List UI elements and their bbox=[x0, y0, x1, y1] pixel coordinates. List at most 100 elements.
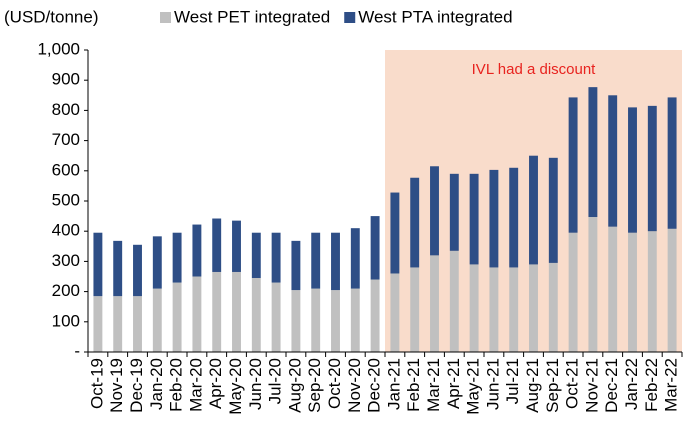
bar-segment bbox=[93, 232, 103, 297]
x-tick-label: Jul-21 bbox=[503, 358, 522, 404]
y-tick-label: 200 bbox=[52, 281, 80, 300]
x-tick-label: Nov-21 bbox=[582, 358, 601, 413]
bar-segment bbox=[489, 267, 499, 352]
bar-segment bbox=[608, 95, 618, 227]
x-tick-label: Mar-21 bbox=[424, 358, 443, 412]
y-tick-label: - bbox=[74, 341, 80, 360]
bar-segment bbox=[350, 288, 360, 352]
x-tick-label: Mar-22 bbox=[662, 358, 681, 412]
y-tick-label: 600 bbox=[52, 160, 80, 179]
bar-segment bbox=[370, 216, 380, 280]
x-tick-label: May-21 bbox=[464, 358, 483, 415]
x-tick-label: Jul-20 bbox=[266, 358, 285, 404]
y-axis-label: (USD/tonne) bbox=[4, 7, 98, 26]
bar-segment bbox=[588, 217, 598, 352]
bar-segment bbox=[152, 236, 162, 289]
y-tick-label: 300 bbox=[52, 251, 80, 270]
bar-segment bbox=[529, 155, 538, 265]
bar-segment bbox=[350, 228, 360, 289]
x-tick-label: Jan-22 bbox=[622, 358, 641, 410]
bar-segment bbox=[311, 232, 321, 289]
bar-segment bbox=[232, 271, 241, 352]
x-tick-label: Oct-21 bbox=[563, 358, 582, 409]
bar-segment bbox=[410, 267, 420, 352]
bar-segment bbox=[548, 262, 558, 352]
bar-segment bbox=[628, 232, 637, 352]
y-tick-label: 800 bbox=[52, 100, 80, 119]
bar-segment bbox=[449, 250, 459, 352]
bar-segment bbox=[430, 255, 439, 352]
bar-segment bbox=[548, 157, 558, 263]
y-tick-label: 100 bbox=[52, 311, 80, 330]
x-tick-label: Feb-22 bbox=[642, 358, 661, 412]
bar-segment bbox=[172, 282, 182, 352]
bar-segment bbox=[469, 264, 479, 352]
x-tick-label: Mar-20 bbox=[186, 358, 205, 412]
bar-segment bbox=[192, 224, 202, 277]
bar-segment bbox=[509, 167, 519, 268]
bar-segment bbox=[568, 97, 578, 233]
y-tick-label: 500 bbox=[52, 190, 80, 209]
x-tick-label: Dec-19 bbox=[127, 358, 146, 413]
legend-label: West PET integrated bbox=[174, 7, 330, 26]
bar-segment bbox=[331, 232, 340, 291]
bar-segment bbox=[133, 244, 142, 297]
bar-segment bbox=[469, 173, 479, 265]
x-tick-label: Aug-21 bbox=[523, 358, 542, 413]
bar-segment bbox=[113, 240, 123, 297]
x-tick-label: Oct-19 bbox=[87, 358, 106, 409]
y-tick-label: 700 bbox=[52, 130, 80, 149]
bar-segment bbox=[133, 296, 142, 352]
x-tick-label: Oct-20 bbox=[325, 358, 344, 409]
y-tick-label: 1,000 bbox=[37, 39, 80, 58]
legend-swatch bbox=[160, 12, 171, 23]
x-tick-label: Nov-19 bbox=[107, 358, 126, 413]
x-tick-label: Dec-21 bbox=[602, 358, 621, 413]
bar-segment bbox=[430, 166, 439, 256]
bar-segment bbox=[529, 264, 538, 352]
bar-segment bbox=[588, 87, 598, 218]
bar-segment bbox=[113, 296, 123, 352]
bar-segment bbox=[667, 97, 677, 229]
bar-segment bbox=[93, 296, 103, 352]
bar-segment bbox=[647, 231, 657, 352]
legend-label: West PTA integrated bbox=[358, 7, 512, 26]
bar-segment bbox=[449, 173, 459, 251]
x-tick-label: Jan-20 bbox=[147, 358, 166, 410]
x-tick-label: Sep-20 bbox=[305, 358, 324, 413]
bar-segment bbox=[291, 240, 301, 291]
x-tick-label: Jun-21 bbox=[483, 358, 502, 410]
x-tick-label: Dec-20 bbox=[365, 358, 384, 413]
bar-segment bbox=[647, 105, 657, 232]
x-tick-label: Feb-20 bbox=[167, 358, 186, 412]
bar-segment bbox=[311, 288, 321, 352]
x-tick-label: Jan-21 bbox=[384, 358, 403, 410]
bar-segment bbox=[251, 232, 261, 279]
x-tick-label: Jun-20 bbox=[246, 358, 265, 410]
bar-segment bbox=[192, 276, 202, 352]
bar-segment bbox=[568, 232, 578, 352]
y-tick-label: 400 bbox=[52, 221, 80, 240]
x-tick-label: Aug-20 bbox=[285, 358, 304, 413]
bar-segment bbox=[271, 232, 281, 283]
annotation: IVL had a discount bbox=[472, 61, 597, 78]
bar-segment bbox=[608, 226, 618, 352]
bar-segment bbox=[370, 279, 380, 352]
x-tick-label: Nov-20 bbox=[345, 358, 364, 413]
legend-swatch bbox=[344, 12, 356, 23]
bar-segment bbox=[152, 288, 162, 352]
x-tick-label: May-20 bbox=[226, 358, 245, 415]
bar-segment bbox=[628, 107, 637, 233]
bar-segment bbox=[172, 232, 182, 283]
bar-segment bbox=[489, 169, 499, 268]
bar-segment bbox=[212, 218, 222, 272]
bar-segment bbox=[410, 177, 420, 268]
y-tick-label: 900 bbox=[52, 70, 80, 89]
bar-segment bbox=[251, 278, 261, 352]
bar-segment bbox=[212, 271, 222, 352]
bar-segment bbox=[667, 228, 677, 352]
bar-segment bbox=[509, 267, 519, 352]
x-tick-label: Apr-21 bbox=[444, 358, 463, 409]
x-tick-label: Feb-21 bbox=[404, 358, 423, 412]
